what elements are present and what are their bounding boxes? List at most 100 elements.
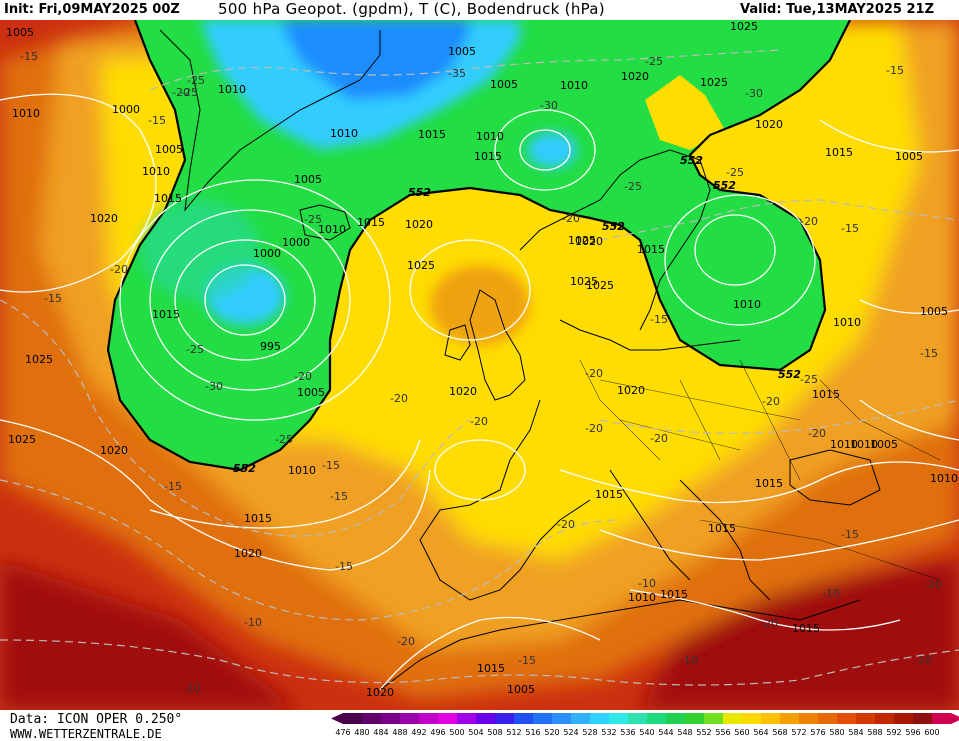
legend-tick-label: 596 xyxy=(905,728,920,737)
data-source-label: Data: ICON OPER 0.250° xyxy=(10,712,183,727)
color-legend: 476 480 484 488 492 496 500 504 508 512 516 520 524 5… xyxy=(331,713,959,737)
temperature-label: -15 xyxy=(148,114,166,127)
pressure-label: 1015 xyxy=(474,150,502,163)
pressure-label: 1010 xyxy=(628,591,656,604)
temperature-label: -20 xyxy=(172,86,190,99)
legend-swatch xyxy=(571,713,590,724)
geopot-label: 552 xyxy=(680,154,703,167)
temperature-label: -25 xyxy=(275,433,293,446)
legend-swatch xyxy=(761,713,780,724)
legend-tick-label: 548 xyxy=(677,728,692,737)
pressure-label: 1010 xyxy=(733,298,761,311)
chart-title: 500 hPa Geopot. (gpdm), T (C), Bodendruc… xyxy=(218,0,605,18)
legend-swatch xyxy=(495,713,514,724)
pressure-label: 1005 xyxy=(6,26,34,39)
pressure-label: 1015 xyxy=(418,128,446,141)
pressure-label: 1015 xyxy=(812,388,840,401)
legend-tick-label: 496 xyxy=(430,728,445,737)
legend-tick-label: 560 xyxy=(734,728,749,737)
legend-swatch xyxy=(704,713,723,724)
temperature-label: -25 xyxy=(187,74,205,87)
legend-swatch xyxy=(628,713,647,724)
temperature-label: -15 xyxy=(886,64,904,77)
temperature-label: -25 xyxy=(304,213,322,226)
temperature-label: -15 xyxy=(164,480,182,493)
pressure-label: 1010 xyxy=(476,130,504,143)
pressure-label: 1025 xyxy=(586,279,614,292)
legend-tick-label: 488 xyxy=(392,728,407,737)
pressure-label: 1010 xyxy=(930,472,958,485)
temperature-label: -20 xyxy=(808,427,826,440)
pressure-label: 1010 xyxy=(830,438,858,451)
pressure-label: 1025 xyxy=(8,433,36,446)
pressure-label: 1000 xyxy=(282,236,310,249)
legend-swatch xyxy=(685,713,704,724)
pressure-label: 1015 xyxy=(708,522,736,535)
temperature-label: -20 xyxy=(397,635,415,648)
temperature-label: -15 xyxy=(650,313,668,326)
pressure-label: 1015 xyxy=(595,488,623,501)
temperature-label: -15 xyxy=(518,654,536,667)
pressure-label: 1015 xyxy=(637,243,665,256)
temperature-label: -25 xyxy=(180,86,198,99)
temperature-label: -20 xyxy=(470,415,488,428)
pressure-label: 1010 xyxy=(330,127,358,140)
pressure-label: 1005 xyxy=(507,683,535,696)
pressure-label: 1015 xyxy=(152,308,180,321)
pressure-label: 1025 xyxy=(568,234,596,247)
geopot-label: 552 xyxy=(233,462,256,475)
pressure-label: 1010 xyxy=(12,107,40,120)
legend-swatch xyxy=(438,713,457,724)
legend-tick-label: 556 xyxy=(715,728,730,737)
pressure-label: 1020 xyxy=(617,384,645,397)
legend-tick-label: 536 xyxy=(620,728,635,737)
temperature-label: -10 xyxy=(638,577,656,590)
pressure-label: 995 xyxy=(260,340,281,353)
pressure-label: 1005 xyxy=(895,150,923,163)
temperature-label: -30 xyxy=(540,99,558,112)
temperature-label: -10 xyxy=(822,587,840,600)
pressure-label: 1020 xyxy=(234,547,262,560)
pressure-label: 1005 xyxy=(870,438,898,451)
cold-core-north-deep xyxy=(280,20,470,100)
temperature-label: -10 xyxy=(914,654,932,667)
pressure-label: 1025 xyxy=(25,353,53,366)
geopot-label: 552 xyxy=(602,220,625,233)
legend-tick-label: 480 xyxy=(354,728,369,737)
pressure-label: 1005 xyxy=(448,45,476,58)
temperature-label: -15 xyxy=(841,222,859,235)
pressure-labels: 1005 1010 1000 1005 1010 1015 1020 1015 … xyxy=(6,20,958,699)
legend-swatch xyxy=(932,713,951,724)
chart-footer: Data: ICON OPER 0.250° WWW.WETTERZENTRAL… xyxy=(0,710,959,741)
legend-swatch xyxy=(533,713,552,724)
legend-tick-label: 572 xyxy=(791,728,806,737)
legend-tick-label: 588 xyxy=(867,728,882,737)
temperature-label: -20 xyxy=(924,578,942,591)
legend-tick-label: 552 xyxy=(696,728,711,737)
temperature-label: -15 xyxy=(20,50,38,63)
temperature-label: -25 xyxy=(186,343,204,356)
temperature-label: -20 xyxy=(760,617,778,630)
legend-arrow-right xyxy=(951,713,959,724)
pressure-label: 1025 xyxy=(407,259,435,272)
legend-swatch xyxy=(552,713,571,724)
legend-tick-label: 592 xyxy=(886,728,901,737)
legend-tick-label: 520 xyxy=(544,728,559,737)
temperature-labels: -25 -20 -15 -35 -30 -25 -20 -25 -30 -25 … xyxy=(20,50,942,695)
temperature-label: -20 xyxy=(557,518,575,531)
pressure-label: 1000 xyxy=(112,103,140,116)
legend-tick-label: 516 xyxy=(525,728,540,737)
pressure-label: 1020 xyxy=(449,385,477,398)
field-dark-red-sw xyxy=(0,560,300,710)
pressure-label: 1025 xyxy=(570,275,598,288)
pressure-label: 1015 xyxy=(792,622,820,635)
legend-swatch xyxy=(780,713,799,724)
temperature-label: -30 xyxy=(745,87,763,100)
temperature-label: -20 xyxy=(650,432,668,445)
legend-tick-label: 580 xyxy=(829,728,844,737)
pressure-label: 1015 xyxy=(660,588,688,601)
temperature-label: -15 xyxy=(44,292,62,305)
pressure-label: 1010 xyxy=(288,464,316,477)
pressure-label: 1020 xyxy=(90,212,118,225)
legend-arrow-left xyxy=(331,713,343,724)
